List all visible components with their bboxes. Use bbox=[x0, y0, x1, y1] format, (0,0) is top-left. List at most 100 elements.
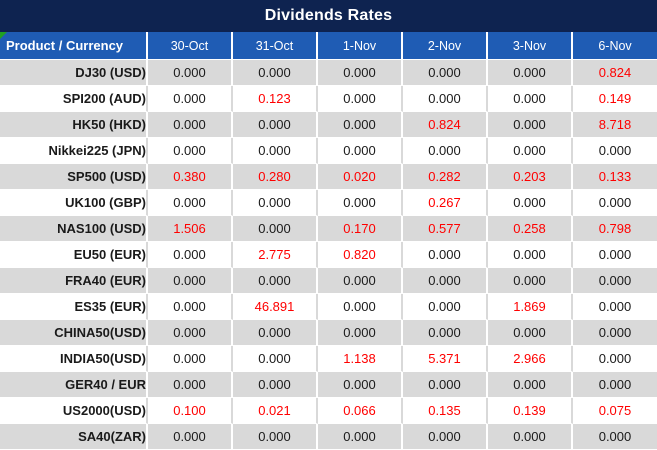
table-row: Nikkei225 (JPN) 0.000 0.000 0.000 0.000 0.000… bbox=[0, 138, 657, 164]
rate-cell: 0.000 bbox=[233, 424, 318, 450]
table-row: HK50 (HKD) 0.000 0.000 0.000 0.824 0.000 8.718 bbox=[0, 112, 657, 138]
table-row: NAS100 (USD) 1.506 0.000 0.170 0.577 0.258 0.7… bbox=[0, 216, 657, 242]
rate-cell: 0.135 bbox=[403, 398, 488, 424]
rate-cell: 0.000 bbox=[148, 112, 233, 138]
rate-cell: 0.000 bbox=[318, 190, 403, 216]
rate-cell: 0.203 bbox=[488, 164, 573, 190]
table-row: FRA40 (EUR) 0.000 0.000 0.000 0.000 0.000 0.00… bbox=[0, 268, 657, 294]
rate-cell: 0.000 bbox=[403, 86, 488, 112]
rate-cell: 0.000 bbox=[148, 138, 233, 164]
table-row: SP500 (USD) 0.380 0.280 0.020 0.282 0.203 0.13… bbox=[0, 164, 657, 190]
table-header: Product / Currency 30-Oct 31-Oct 1-Nov 2… bbox=[0, 32, 657, 60]
rate-cell: 0.000 bbox=[488, 424, 573, 450]
product-header-label: Product / Currency bbox=[6, 38, 124, 53]
product-cell: UK100 (GBP) bbox=[0, 190, 148, 216]
rate-cell: 0.000 bbox=[318, 424, 403, 450]
page-title: Dividends Rates bbox=[264, 7, 393, 24]
rate-cell: 0.798 bbox=[573, 216, 657, 242]
product-cell: GER40 / EUR bbox=[0, 372, 148, 398]
rate-cell: 0.000 bbox=[148, 320, 233, 346]
rate-cell: 0.000 bbox=[403, 294, 488, 320]
product-cell: SPI200 (AUD) bbox=[0, 86, 148, 112]
rate-cell: 0.000 bbox=[318, 86, 403, 112]
table-row: INDIA50(USD) 0.000 0.000 1.138 5.371 2.966 0.0… bbox=[0, 346, 657, 372]
rate-cell: 0.000 bbox=[318, 138, 403, 164]
rate-cell: 0.280 bbox=[233, 164, 318, 190]
rate-cell: 0.000 bbox=[573, 190, 657, 216]
column-header-date: 30-Oct bbox=[148, 32, 233, 60]
rate-cell: 0.000 bbox=[403, 424, 488, 450]
table-row: US2000(USD) 0.100 0.021 0.066 0.135 0.139 0.07… bbox=[0, 398, 657, 424]
product-cell: HK50 (HKD) bbox=[0, 112, 148, 138]
rate-cell: 0.577 bbox=[403, 216, 488, 242]
dividends-table: Product / Currency 30-Oct 31-Oct 1-Nov 2… bbox=[0, 32, 657, 450]
rate-cell: 0.123 bbox=[233, 86, 318, 112]
rate-cell: 0.021 bbox=[233, 398, 318, 424]
rate-cell: 0.000 bbox=[318, 268, 403, 294]
rate-cell: 0.000 bbox=[488, 268, 573, 294]
rate-cell: 0.000 bbox=[573, 320, 657, 346]
rate-cell: 0.000 bbox=[148, 346, 233, 372]
product-cell: ES35 (EUR) bbox=[0, 294, 148, 320]
rate-cell: 0.000 bbox=[488, 112, 573, 138]
rate-cell: 2.775 bbox=[233, 242, 318, 268]
column-header-date: 3-Nov bbox=[488, 32, 573, 60]
rate-cell: 0.020 bbox=[318, 164, 403, 190]
header-row: Product / Currency 30-Oct 31-Oct 1-Nov 2… bbox=[0, 32, 657, 60]
table-body: DJ30 (USD) 0.000 0.000 0.000 0.000 0.000 0.824… bbox=[0, 60, 657, 450]
rate-cell: 0.000 bbox=[233, 216, 318, 242]
rate-cell: 0.000 bbox=[488, 60, 573, 86]
product-cell: US2000(USD) bbox=[0, 398, 148, 424]
rate-cell: 0.282 bbox=[403, 164, 488, 190]
rate-cell: 1.869 bbox=[488, 294, 573, 320]
rate-cell: 0.000 bbox=[148, 242, 233, 268]
rate-cell: 0.824 bbox=[403, 112, 488, 138]
rate-cell: 0.000 bbox=[148, 60, 233, 86]
product-cell: FRA40 (EUR) bbox=[0, 268, 148, 294]
rate-cell: 0.000 bbox=[148, 294, 233, 320]
rate-cell: 1.138 bbox=[318, 346, 403, 372]
rate-cell: 5.371 bbox=[403, 346, 488, 372]
rate-cell: 0.258 bbox=[488, 216, 573, 242]
product-cell: CHINA50(USD) bbox=[0, 320, 148, 346]
rate-cell: 0.000 bbox=[148, 424, 233, 450]
table-row: ES35 (EUR) 0.000 46.891 0.000 0.000 1.869 0.00… bbox=[0, 294, 657, 320]
rate-cell: 0.000 bbox=[403, 60, 488, 86]
rate-cell: 0.000 bbox=[488, 138, 573, 164]
product-cell: DJ30 (USD) bbox=[0, 60, 148, 86]
rate-cell: 0.100 bbox=[148, 398, 233, 424]
rate-cell: 0.000 bbox=[233, 190, 318, 216]
rate-cell: 0.000 bbox=[573, 242, 657, 268]
table-row: EU50 (EUR) 0.000 2.775 0.820 0.000 0.000 0.000 bbox=[0, 242, 657, 268]
rate-cell: 0.000 bbox=[318, 60, 403, 86]
table-row: UK100 (GBP) 0.000 0.000 0.000 0.267 0.000 0.00… bbox=[0, 190, 657, 216]
column-header-date: 31-Oct bbox=[233, 32, 318, 60]
rate-cell: 8.718 bbox=[573, 112, 657, 138]
rate-cell: 0.000 bbox=[148, 86, 233, 112]
rate-cell: 0.380 bbox=[148, 164, 233, 190]
rate-cell: 0.000 bbox=[233, 112, 318, 138]
rate-cell: 0.000 bbox=[488, 320, 573, 346]
rate-cell: 0.133 bbox=[573, 164, 657, 190]
rate-cell: 0.170 bbox=[318, 216, 403, 242]
rate-cell: 0.000 bbox=[233, 138, 318, 164]
column-header-date: 6-Nov bbox=[573, 32, 657, 60]
rate-cell: 0.000 bbox=[488, 372, 573, 398]
rate-cell: 0.000 bbox=[403, 372, 488, 398]
rate-cell: 0.000 bbox=[403, 242, 488, 268]
rate-cell: 0.000 bbox=[573, 294, 657, 320]
rate-cell: 0.000 bbox=[573, 268, 657, 294]
rate-cell: 0.000 bbox=[488, 86, 573, 112]
table-row: DJ30 (USD) 0.000 0.000 0.000 0.000 0.000 0.824 bbox=[0, 60, 657, 86]
rate-cell: 0.000 bbox=[318, 294, 403, 320]
rate-cell: 0.000 bbox=[403, 268, 488, 294]
rate-cell: 0.000 bbox=[233, 268, 318, 294]
rate-cell: 0.000 bbox=[488, 242, 573, 268]
rate-cell: 0.000 bbox=[318, 372, 403, 398]
rate-cell: 0.000 bbox=[403, 320, 488, 346]
rate-cell: 0.000 bbox=[318, 112, 403, 138]
rate-cell: 0.000 bbox=[233, 320, 318, 346]
column-header-date: 1-Nov bbox=[318, 32, 403, 60]
rate-cell: 0.820 bbox=[318, 242, 403, 268]
cell-flag-triangle-icon bbox=[0, 32, 7, 39]
